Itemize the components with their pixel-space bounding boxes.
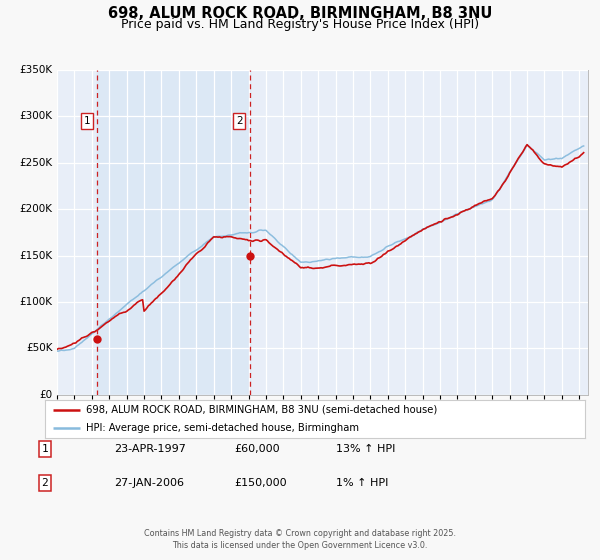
Text: £100K: £100K [20, 297, 53, 307]
Text: This data is licensed under the Open Government Licence v3.0.: This data is licensed under the Open Gov… [172, 541, 428, 550]
Text: 698, ALUM ROCK ROAD, BIRMINGHAM, B8 3NU (semi-detached house): 698, ALUM ROCK ROAD, BIRMINGHAM, B8 3NU … [86, 405, 437, 415]
Text: Price paid vs. HM Land Registry's House Price Index (HPI): Price paid vs. HM Land Registry's House … [121, 18, 479, 31]
Text: 698, ALUM ROCK ROAD, BIRMINGHAM, B8 3NU: 698, ALUM ROCK ROAD, BIRMINGHAM, B8 3NU [108, 6, 492, 21]
Text: Contains HM Land Registry data © Crown copyright and database right 2025.: Contains HM Land Registry data © Crown c… [144, 529, 456, 538]
Text: 2: 2 [236, 116, 242, 126]
Text: £350K: £350K [20, 65, 53, 75]
Text: £200K: £200K [20, 204, 53, 214]
Text: 2: 2 [41, 478, 49, 488]
Text: 13% ↑ HPI: 13% ↑ HPI [336, 444, 395, 454]
Text: £50K: £50K [26, 343, 53, 353]
Text: 1: 1 [83, 116, 90, 126]
Text: 23-APR-1997: 23-APR-1997 [114, 444, 186, 454]
Text: HPI: Average price, semi-detached house, Birmingham: HPI: Average price, semi-detached house,… [86, 423, 359, 433]
Text: 1% ↑ HPI: 1% ↑ HPI [336, 478, 388, 488]
Text: £250K: £250K [20, 158, 53, 168]
Text: £60,000: £60,000 [234, 444, 280, 454]
Bar [97, 70, 250, 395]
Text: £0: £0 [40, 390, 53, 400]
Text: 27-JAN-2006: 27-JAN-2006 [114, 478, 184, 488]
Text: £150K: £150K [20, 251, 53, 260]
Text: £300K: £300K [20, 111, 53, 122]
Text: 1: 1 [41, 444, 49, 454]
Text: £150,000: £150,000 [234, 478, 287, 488]
